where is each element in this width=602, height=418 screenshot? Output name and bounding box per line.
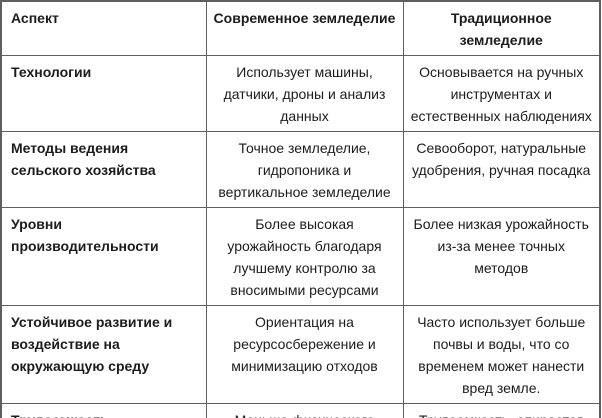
table-row: Уровни производительности Более высокая … (0, 207, 601, 306)
aspect-cell: Устойчивое развитие и воздействие на окр… (0, 305, 207, 404)
aspect-cell: Трудоемкость (0, 403, 207, 418)
modern-cell: Меньше физического труда, больше машинно… (205, 403, 404, 418)
table-row: Методы ведения сельского хозяйства Точно… (0, 131, 601, 208)
table-row: Технологии Использует машины, датчики, д… (0, 55, 601, 132)
table-row: Трудоемкость Меньше физического труда, б… (0, 403, 601, 418)
aspect-cell: Методы ведения сельского хозяйства (0, 131, 207, 208)
modern-cell: Более высокая урожайность благодаря лучш… (205, 207, 404, 306)
column-header-aspect: Аспект (0, 0, 207, 56)
aspect-cell: Технологии (0, 55, 207, 132)
header-row: Аспект Современное земледелие Традиционн… (0, 0, 601, 56)
table-row: Устойчивое развитие и воздействие на окр… (0, 305, 601, 404)
traditional-cell: Более низкая урожайность из-за менее точ… (402, 207, 601, 306)
aspect-cell: Уровни производительности (0, 207, 207, 306)
modern-cell: Точное земледелие, гидропоника и вертика… (205, 131, 404, 208)
traditional-cell: Часто использует больше почвы и воды, чт… (402, 305, 601, 404)
modern-cell: Использует машины, датчики, дроны и анал… (205, 55, 404, 132)
column-header-traditional-farming: Традиционное земледелие (402, 0, 601, 56)
traditional-cell: Севооборот, натуральные удобрения, ручна… (402, 131, 601, 208)
modern-cell: Ориентация на ресурсосбережение и миними… (205, 305, 404, 404)
traditional-cell: Трудоемкость, опирается на человеческие … (402, 403, 601, 418)
traditional-cell: Основывается на ручных инструментах и ес… (402, 55, 601, 132)
column-header-modern-farming: Современное земледелие (205, 0, 404, 56)
